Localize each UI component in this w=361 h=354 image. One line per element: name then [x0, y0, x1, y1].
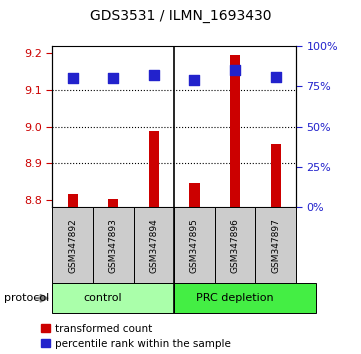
Point	[70, 75, 75, 81]
Text: GDS3531 / ILMN_1693430: GDS3531 / ILMN_1693430	[90, 9, 271, 23]
Bar	[108, 199, 118, 207]
Text: GSM347893: GSM347893	[109, 218, 118, 273]
Point	[192, 77, 197, 83]
Point	[273, 74, 279, 79]
Point	[232, 67, 238, 73]
Bar	[52, 283, 174, 313]
Bar	[149, 131, 159, 207]
Point	[151, 72, 157, 78]
Point	[110, 75, 116, 81]
Bar	[256, 207, 296, 283]
Text: GSM347896: GSM347896	[231, 218, 240, 273]
Text: GSM347894: GSM347894	[149, 218, 158, 273]
Text: PRC depletion: PRC depletion	[196, 293, 274, 303]
Bar	[174, 207, 215, 283]
Bar	[271, 144, 281, 207]
Bar	[174, 283, 316, 313]
Bar	[68, 194, 78, 207]
Bar	[93, 207, 134, 283]
Legend: transformed count, percentile rank within the sample: transformed count, percentile rank withi…	[41, 324, 231, 349]
Text: control: control	[84, 293, 122, 303]
Bar	[134, 207, 174, 283]
Bar	[190, 183, 200, 207]
Bar	[230, 55, 240, 207]
Bar	[52, 207, 93, 283]
Text: GSM347897: GSM347897	[271, 218, 280, 273]
Bar	[215, 207, 255, 283]
Text: GSM347895: GSM347895	[190, 218, 199, 273]
Text: GSM347892: GSM347892	[68, 218, 77, 273]
Text: protocol: protocol	[4, 293, 49, 303]
